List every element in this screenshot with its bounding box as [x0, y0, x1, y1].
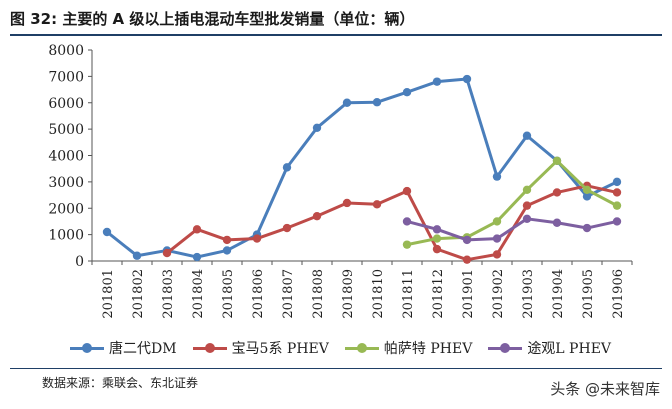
data-point — [492, 217, 502, 226]
data-point — [132, 251, 142, 260]
data-point — [492, 250, 502, 259]
legend-swatch — [488, 342, 523, 354]
x-tick-label: 201803 — [161, 269, 176, 319]
series-line-1 — [166, 184, 618, 262]
y-tick-label: 4000 — [48, 149, 84, 165]
y-tick-label: 5000 — [48, 122, 84, 138]
x-tick-label: 201904 — [551, 269, 566, 319]
y-tick-label: 7000 — [48, 69, 84, 85]
data-point — [222, 246, 232, 255]
data-point — [222, 235, 232, 245]
data-point — [432, 77, 442, 86]
data-point — [582, 185, 592, 194]
x-tick-label: 201810 — [371, 269, 386, 319]
legend-item: 帕萨特 PHEV — [344, 338, 473, 358]
x-tick-label: 201805 — [221, 269, 236, 319]
legend-label: 帕萨特 PHEV — [383, 341, 473, 357]
data-point — [372, 200, 382, 209]
legend-swatch — [344, 342, 379, 354]
x-tick-label: 201906 — [611, 269, 626, 319]
data-point — [552, 218, 562, 227]
data-point — [162, 248, 172, 258]
x-tick-label: 201901 — [461, 269, 476, 319]
data-point — [402, 217, 412, 226]
data-point — [462, 74, 472, 84]
y-tick-label: 2000 — [48, 201, 84, 217]
x-tick-label: 201807 — [281, 269, 296, 319]
data-point — [372, 98, 382, 107]
data-point — [342, 198, 352, 208]
data-point — [462, 235, 472, 245]
line-chart: 0 1000 2000 3000 4000 5000 6000 7000 8000 201801 2… — [48, 43, 633, 319]
chart-legend: 唐二代DM 宝马5系 PHEV 帕萨特 PHEV 途观L PHEV — [70, 337, 611, 359]
data-point — [312, 211, 322, 221]
y-tick-label: 6000 — [48, 96, 84, 112]
data-point — [612, 217, 622, 226]
data-point — [192, 225, 202, 234]
x-tick-label: 201801 — [101, 269, 116, 319]
data-point — [582, 192, 592, 201]
x-tick-label: 201902 — [491, 269, 506, 319]
footer-rule — [10, 368, 662, 369]
data-point — [432, 244, 442, 254]
data-point — [612, 177, 622, 187]
x-tick-label: 201905 — [581, 269, 596, 319]
series-line-2 — [406, 159, 618, 247]
data-point — [522, 131, 532, 140]
legend-label: 途观L PHEV — [527, 341, 612, 357]
data-point — [432, 225, 442, 234]
data-point — [342, 98, 352, 107]
legend-item: 唐二代DM — [70, 338, 177, 358]
y-tick-label: 0 — [75, 254, 84, 270]
y-tick-label: 3000 — [48, 175, 84, 191]
data-point — [402, 240, 412, 249]
legend-label: 宝马5系 PHEV — [231, 341, 329, 357]
series-line-0 — [106, 77, 618, 259]
watermark: 头条 @未来智库 — [550, 380, 660, 398]
y-tick-label: 1000 — [48, 228, 84, 244]
series-line-3 — [406, 217, 618, 242]
legend-swatch — [192, 342, 227, 354]
data-point — [402, 186, 412, 196]
x-tick-label: 201802 — [131, 269, 146, 319]
legend-label: 唐二代DM — [109, 341, 177, 357]
data-point — [282, 223, 292, 233]
data-point — [192, 252, 202, 262]
legend-swatch — [70, 342, 104, 354]
figure-title: 图 32: 主要的 A 级以上插电混动车型批发销量（单位：辆） — [10, 10, 415, 28]
legend-item: 途观L PHEV — [488, 338, 611, 358]
data-point — [582, 223, 592, 233]
data-point — [102, 227, 112, 237]
data-point — [552, 156, 562, 165]
x-tick-label: 201811 — [401, 269, 416, 319]
data-point — [522, 201, 532, 210]
data-point — [252, 234, 262, 243]
title-rule — [10, 34, 662, 36]
data-point — [462, 255, 472, 264]
data-point — [552, 188, 562, 197]
source-note: 数据来源：乘联会、东北证券 — [42, 376, 199, 390]
x-tick-label: 201808 — [311, 269, 326, 319]
x-tick-label: 201804 — [191, 269, 206, 319]
data-point — [312, 123, 322, 133]
data-point — [492, 172, 502, 181]
data-point — [522, 185, 532, 194]
x-tick-label: 201812 — [431, 269, 446, 319]
data-point — [522, 214, 532, 223]
data-point — [612, 201, 622, 210]
data-point — [432, 234, 442, 243]
data-point — [282, 163, 292, 172]
y-tick-label: 8000 — [48, 43, 84, 59]
data-point — [402, 88, 412, 97]
legend-item: 宝马5系 PHEV — [192, 338, 329, 358]
x-tick-label: 201903 — [521, 269, 536, 319]
x-tick-label: 201809 — [341, 269, 356, 319]
data-point — [492, 234, 502, 243]
data-point — [612, 188, 622, 197]
x-tick-label: 201806 — [251, 269, 266, 319]
